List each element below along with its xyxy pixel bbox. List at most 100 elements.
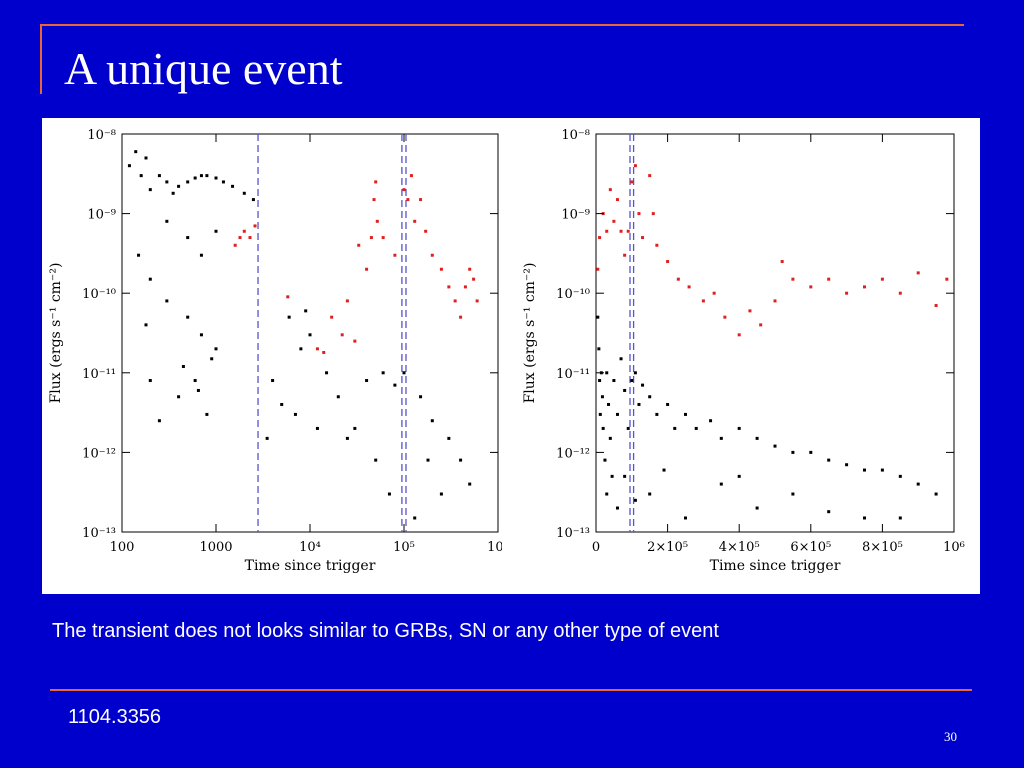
data-point-red [472, 277, 476, 281]
data-point-red [393, 253, 397, 257]
x-axis-label: Time since trigger [245, 558, 376, 574]
data-point-black [439, 492, 443, 496]
data-point-red [655, 243, 659, 247]
y-tick-label: 10⁻¹² [82, 446, 116, 461]
x-tick-label: 10⁴ [299, 540, 321, 555]
data-point-red [701, 299, 705, 303]
data-point-black [205, 412, 209, 416]
data-point-red [648, 174, 652, 178]
data-point-black [231, 184, 235, 188]
data-point-red [598, 236, 602, 240]
data-point-red [827, 277, 831, 281]
data-point-black [934, 492, 938, 496]
data-point-black [426, 458, 430, 462]
data-point-black [709, 419, 713, 423]
data-point-black [199, 174, 203, 178]
data-point-black [199, 253, 203, 257]
data-point-black [139, 174, 143, 178]
data-point-black [737, 474, 741, 478]
data-point-red [413, 219, 417, 223]
data-point-black [315, 426, 319, 430]
data-point-black [287, 315, 291, 319]
data-point-black [684, 412, 687, 416]
data-point-red [439, 267, 443, 271]
data-point-black [601, 426, 605, 430]
data-point-red [340, 333, 344, 337]
data-point-red [353, 339, 357, 343]
data-point-black [863, 468, 866, 472]
data-point-red [712, 291, 716, 295]
data-point-black [221, 180, 225, 184]
data-point-black [608, 436, 612, 440]
data-point-black [755, 506, 759, 510]
data-point-black [293, 412, 297, 416]
data-point-red [419, 198, 423, 202]
data-point-red [626, 229, 630, 233]
data-point-black [791, 450, 795, 454]
chart-right: 0 2×10⁵ 4×10⁵ 6×10⁵ 8×10⁵ 10⁶ 10⁻⁸ 10⁻⁹ 10⁻¹⁰ 10⁻… [522, 128, 965, 574]
data-point-red [322, 350, 326, 354]
data-point-red [934, 304, 938, 308]
data-point-red [430, 253, 434, 257]
data-point-red [791, 277, 795, 281]
x-tick-label: 100 [110, 540, 135, 555]
data-point-red [748, 309, 752, 313]
data-point-black [827, 510, 831, 514]
data-point-black [468, 482, 472, 486]
data-point-black [157, 174, 161, 178]
data-point-red [780, 260, 784, 264]
y-tick-label: 10⁻¹¹ [556, 367, 590, 382]
data-point-red [676, 277, 680, 281]
data-point-black [196, 388, 200, 392]
data-point-red [365, 267, 369, 271]
data-point-black [605, 371, 609, 375]
data-point-red [453, 299, 457, 303]
data-point-black [165, 219, 169, 223]
slide-title: A unique event [64, 43, 343, 94]
data-point-black [402, 371, 406, 375]
y-tick-label: 10⁻⁸ [561, 128, 590, 143]
x-axis-label: Time since trigger [710, 558, 841, 574]
data-point-black [596, 315, 600, 319]
data-point-black [600, 395, 604, 399]
x-tick-label: 10⁶ [943, 540, 965, 555]
data-point-black [199, 333, 203, 337]
data-point-red [809, 285, 813, 289]
data-point-black [134, 150, 138, 154]
data-point-red [475, 299, 479, 303]
data-point-black [336, 395, 340, 399]
y-tick-label: 10⁻¹⁰ [82, 287, 116, 302]
data-point-black [308, 333, 312, 337]
data-point-black [898, 516, 902, 520]
data-point-red [596, 267, 600, 271]
data-point-black [419, 395, 423, 399]
data-point-red [637, 212, 641, 216]
data-point-black [623, 388, 627, 392]
data-point-red [315, 347, 319, 351]
data-point-black [648, 492, 652, 496]
data-point-black [210, 357, 214, 361]
data-point-black [623, 474, 627, 478]
data-point-black [655, 412, 659, 416]
data-point-black [381, 371, 385, 375]
data-point-black [393, 383, 397, 387]
data-point-black [186, 180, 190, 184]
data-point-black [177, 184, 181, 188]
data-point-red [372, 198, 376, 202]
data-point-black [214, 176, 218, 180]
bottom-rule [50, 689, 972, 691]
data-point-red [463, 285, 467, 289]
x-tick-label: 10⁵ [393, 540, 415, 555]
y-tick-label: 10⁻¹¹ [82, 367, 116, 382]
data-point-red [242, 229, 246, 233]
x-tick-label: 8×10⁵ [862, 540, 903, 555]
data-point-red [406, 198, 410, 202]
data-point-black [633, 371, 637, 375]
data-point-black [662, 468, 666, 472]
figure-panel: 100 1000 10⁴ 10⁵ 10⁶ 10⁻⁸ 10⁻⁹ 10⁻¹⁰ 10⁻¹¹ 10⁻¹² 1… [42, 118, 980, 594]
data-point-red [845, 291, 849, 295]
data-point-red [608, 188, 612, 192]
data-point-red [605, 229, 609, 233]
data-point-black [880, 468, 884, 472]
data-point-red [773, 299, 777, 303]
